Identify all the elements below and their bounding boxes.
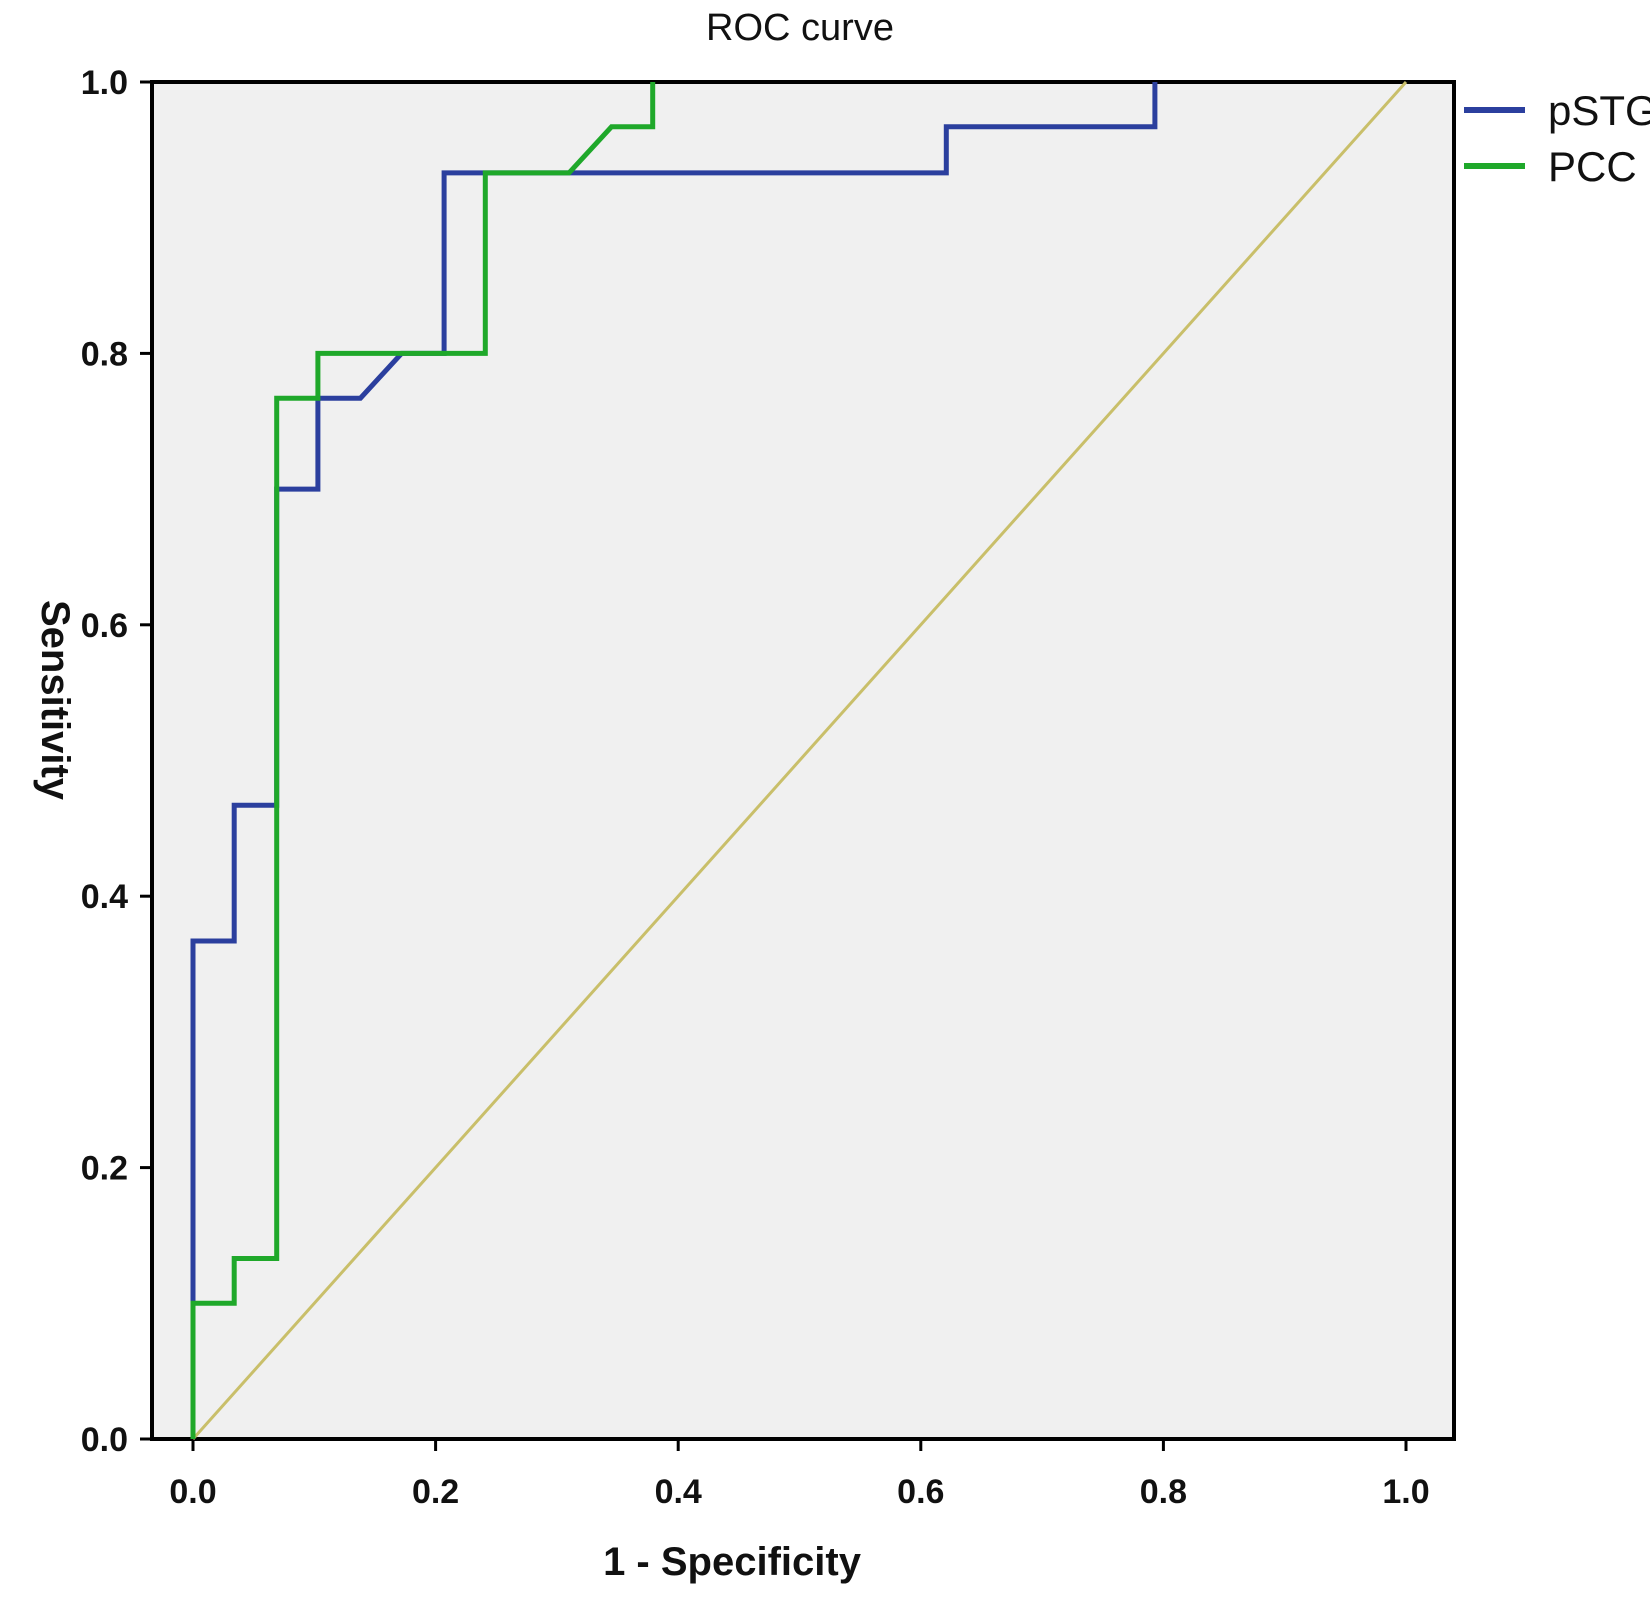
chart-title: ROC curve: [706, 7, 894, 49]
legend: pSTG PCC: [1464, 87, 1650, 190]
x-tick-label: 1.0: [1382, 1473, 1429, 1511]
y-tick-label: 0.6: [81, 607, 128, 645]
plot-area: [150, 80, 1456, 1441]
y-tick-label: 0.4: [81, 878, 128, 916]
x-tick-label: 0.2: [412, 1473, 459, 1511]
y-tick-label: 0.2: [81, 1150, 128, 1188]
y-tick-label: 0.8: [81, 335, 128, 373]
series-line-pcc: [190, 82, 656, 1439]
x-axis-title: 1 - Specificity: [603, 1540, 862, 1584]
x-tick-label: 0.8: [1140, 1473, 1187, 1511]
x-tick-label: 0.0: [169, 1473, 216, 1511]
y-tick-label: 0.0: [81, 1421, 128, 1459]
series-line-pstg: [190, 82, 1158, 1439]
legend-label-pcc: PCC: [1548, 143, 1637, 190]
legend-label-pstg: pSTG: [1548, 87, 1650, 134]
y-tick-label: 1.0: [81, 64, 128, 102]
series-line-reference-line: [191, 81, 1408, 1440]
x-tick-label: 0.4: [655, 1473, 702, 1511]
y-axis-title: Sensitivity: [33, 600, 77, 801]
x-tick-label: 0.6: [897, 1473, 944, 1511]
axis-ticks: 0.0 0.2 0.4 0.6 0.8 1.0 0.0 0.2 0.4 0.6 0.8 1.0: [81, 64, 1430, 1511]
series-layer: [190, 81, 1408, 1440]
